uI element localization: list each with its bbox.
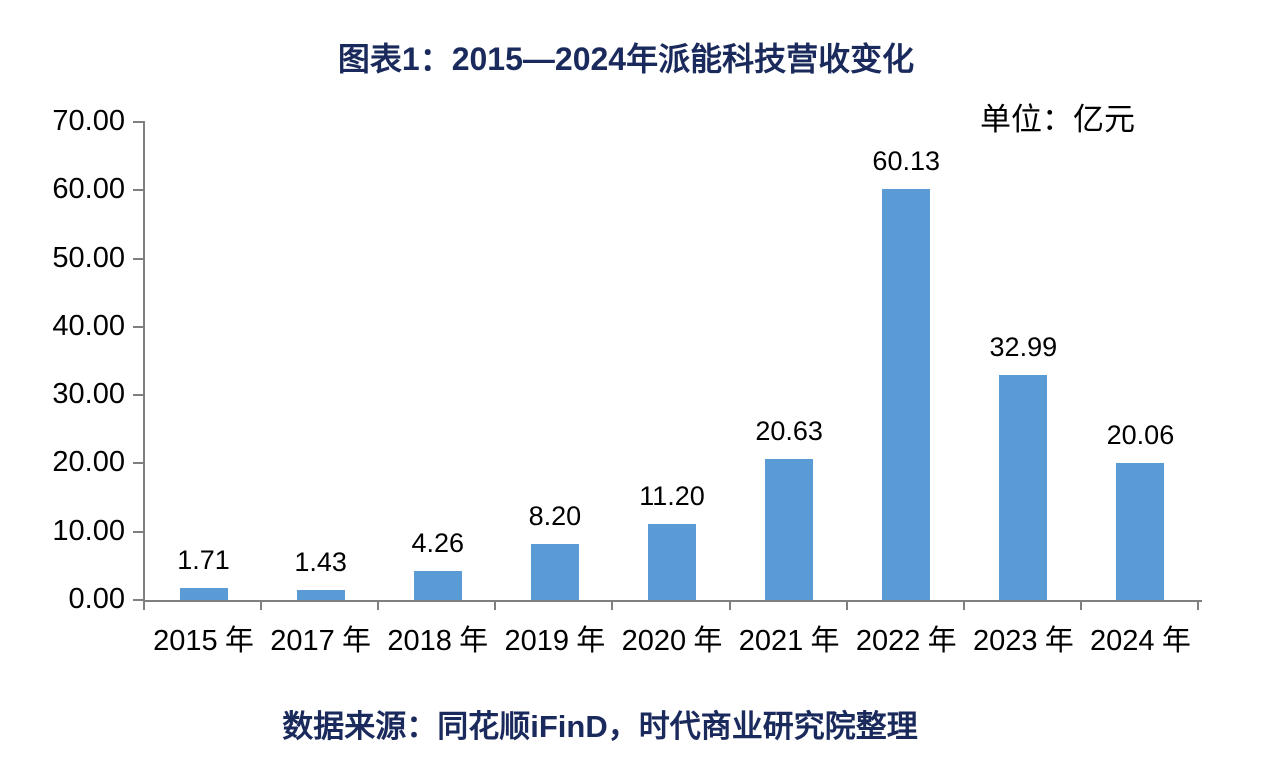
bar-value-label-2020: 11.20	[639, 480, 705, 511]
y-axis-tick-label: 40.00	[52, 309, 125, 342]
x-axis-tick	[962, 600, 965, 610]
x-axis-category-label-2019: 2019 年	[504, 617, 605, 659]
bar-value-label-2019: 8.20	[528, 501, 582, 531]
x-axis-category-label-2021: 2021 年	[739, 617, 840, 659]
x-axis-category-label-2020: 2020 年	[622, 617, 723, 659]
y-axis-tick	[133, 462, 143, 465]
category-year: 2024	[1090, 625, 1155, 657]
bar-2022	[882, 189, 931, 600]
category-year-suffix: 年	[334, 625, 372, 657]
x-axis-tick	[143, 600, 145, 610]
bar-2019	[530, 544, 579, 600]
bar-value-label-2024: 20.06	[1106, 420, 1175, 451]
category-year: 2015	[153, 625, 218, 657]
bar-value-label-2021: 20.63	[755, 416, 823, 447]
bar-2015	[179, 588, 228, 600]
x-axis-tick	[260, 600, 263, 610]
category-year-suffix: 年	[686, 625, 723, 657]
category-year-suffix: 年	[217, 625, 254, 657]
x-axis-category-label-2023: 2023 年	[973, 617, 1074, 659]
category-year: 2018	[387, 625, 452, 657]
y-axis-tick	[133, 325, 143, 328]
y-axis-tick-label: 20.00	[52, 446, 125, 479]
y-axis-tick-label: 10.00	[52, 514, 125, 547]
category-year-suffix: 年	[1037, 625, 1074, 657]
x-axis-tick	[611, 600, 614, 610]
data-source-note: 数据来源：同花顺iFinD，时代商业研究院整理	[282, 709, 918, 744]
bar-value-label-2017: 1.43	[294, 547, 347, 578]
x-axis-category-label-2015: 2015 年	[153, 617, 254, 659]
bar-value-label-2022: 60.13	[872, 146, 941, 177]
category-year-suffix: 年	[1154, 625, 1191, 657]
x-axis-category-label-2018: 2018 年	[387, 617, 488, 659]
x-axis-tick	[845, 600, 848, 610]
x-axis	[143, 600, 1202, 602]
category-year: 2021	[738, 625, 804, 657]
bar-2023	[999, 374, 1048, 600]
y-axis-tick	[133, 530, 143, 533]
bar-value-label-2023: 32.99	[989, 331, 1058, 362]
y-axis-tick-label: 50.00	[52, 241, 125, 274]
x-axis-category-label-2022: 2022 年	[856, 617, 957, 659]
y-axis-tick	[133, 121, 143, 123]
category-year-suffix: 年	[569, 625, 606, 657]
y-axis-tick-label: 60.00	[52, 173, 125, 206]
y-axis-tick	[133, 394, 143, 397]
x-axis-tick	[494, 600, 497, 610]
bar-2017	[296, 590, 345, 600]
category-year: 2022	[855, 625, 921, 657]
y-axis-tick	[133, 189, 143, 192]
bar-value-label-2015: 1.71	[177, 545, 230, 576]
category-year: 2023	[972, 625, 1038, 657]
x-axis-tick	[1079, 600, 1082, 610]
bar-2018	[413, 570, 462, 600]
x-axis-tick	[728, 600, 731, 610]
y-axis-tick-label: 0.00	[68, 582, 125, 615]
category-year: 2017	[270, 625, 335, 657]
y-axis-tick-label: 30.00	[52, 377, 125, 410]
x-axis-tick	[1197, 600, 1199, 610]
category-year-suffix: 年	[920, 625, 957, 657]
bar-2020	[648, 523, 696, 600]
unit-label: 单位：亿元	[980, 102, 1135, 137]
y-axis-tick	[133, 257, 143, 260]
category-year: 2020	[621, 625, 687, 657]
x-axis-category-label-2024: 2024 年	[1090, 617, 1191, 659]
bar-2021	[765, 459, 814, 600]
category-year-suffix: 年	[803, 625, 840, 657]
y-axis	[143, 121, 145, 601]
bar-2024	[1116, 463, 1165, 600]
x-axis-category-label-2017: 2017 年	[270, 617, 371, 659]
category-year: 2019	[504, 625, 569, 657]
category-year-suffix: 年	[451, 625, 489, 657]
bar-value-label-2018: 4.26	[411, 527, 465, 558]
chart-title: 图表1：2015—2024年派能科技营收变化	[337, 41, 915, 77]
y-axis-tick-label: 70.00	[52, 104, 125, 137]
y-axis-tick	[133, 599, 143, 601]
x-axis-tick	[377, 600, 380, 610]
